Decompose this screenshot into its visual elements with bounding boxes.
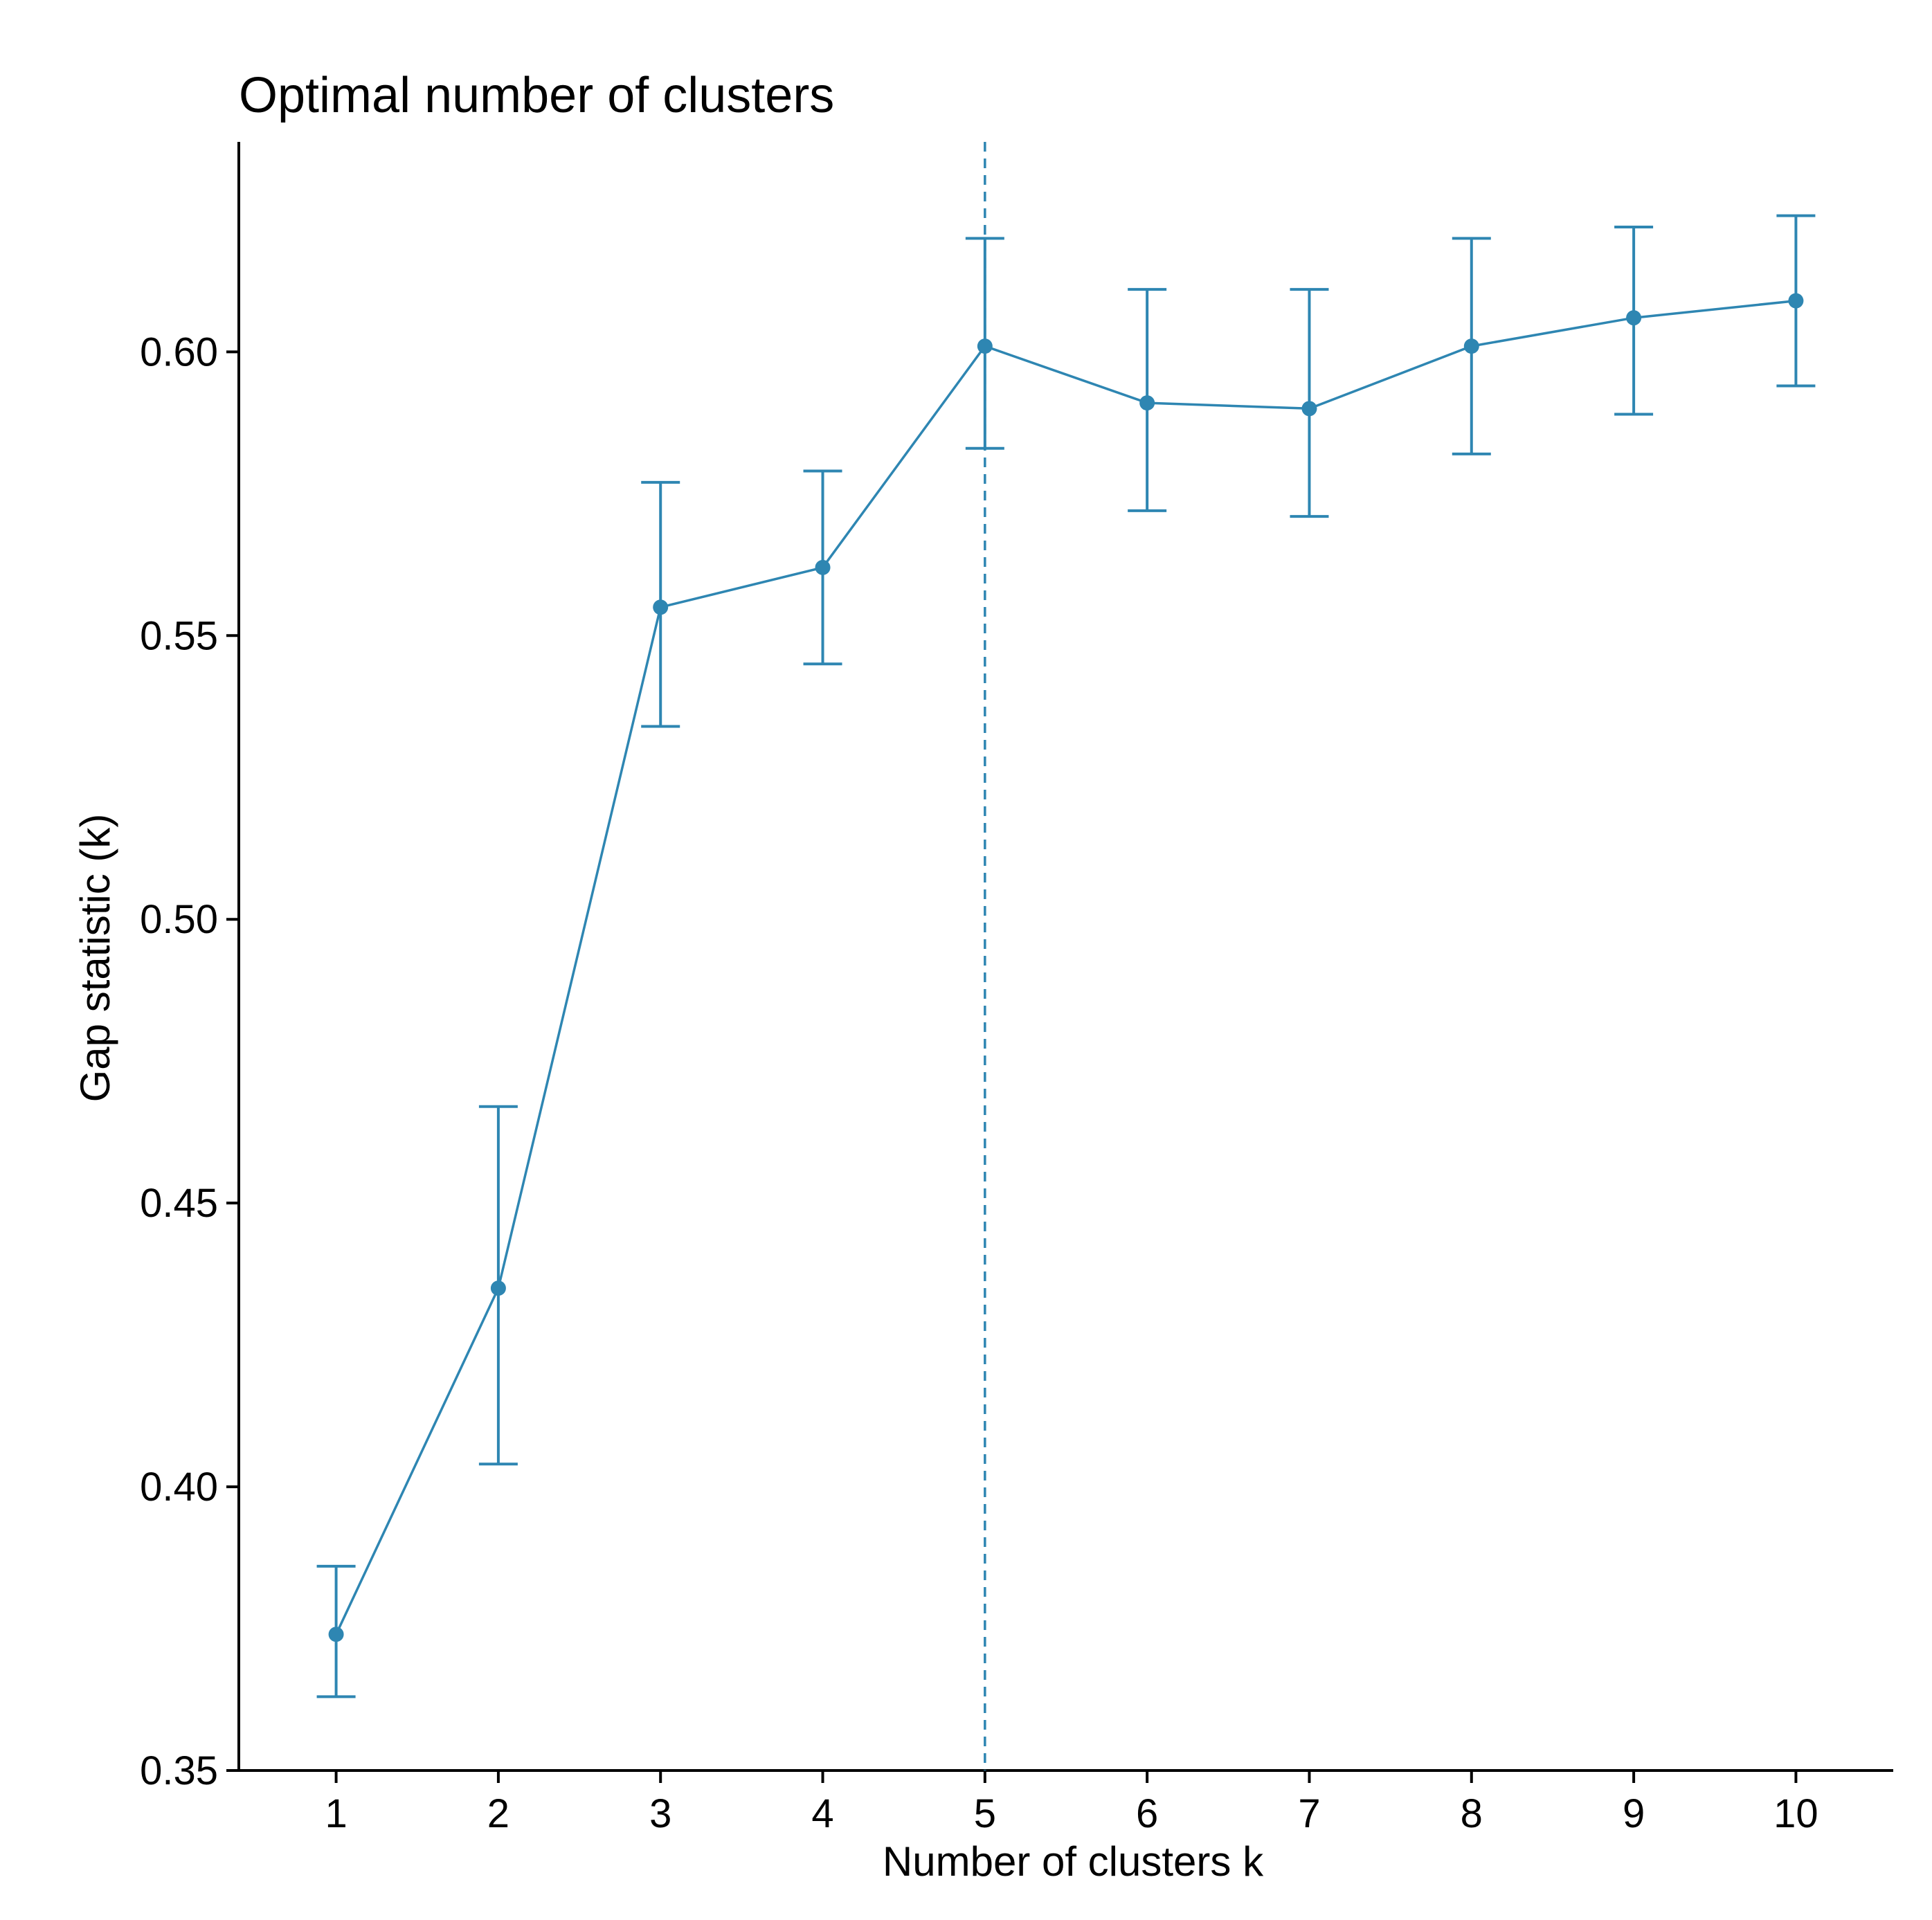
y-tick-label: 0.45 xyxy=(140,1181,218,1226)
y-tick-label: 0.60 xyxy=(140,329,218,374)
x-tick-label: 7 xyxy=(1298,1791,1320,1836)
data-point xyxy=(653,599,669,615)
x-tick-label: 9 xyxy=(1623,1791,1645,1836)
x-axis-title: Number of clusters k xyxy=(883,1838,1264,1885)
x-tick-label: 4 xyxy=(811,1791,833,1836)
y-tick-label: 0.35 xyxy=(140,1748,218,1793)
x-tick-label: 2 xyxy=(487,1791,509,1836)
x-tick-label: 5 xyxy=(974,1791,996,1836)
data-point xyxy=(490,1280,506,1296)
y-axis-title: Gap statistic (k) xyxy=(72,814,118,1103)
data-point xyxy=(815,559,831,575)
data-point xyxy=(1463,338,1479,354)
chart-title: Optimal number of clusters xyxy=(239,68,834,123)
data-point xyxy=(1301,401,1317,417)
data-point xyxy=(1139,395,1155,411)
y-tick-label: 0.40 xyxy=(140,1465,218,1510)
data-point xyxy=(977,338,993,354)
data-point xyxy=(1626,310,1642,326)
series-line xyxy=(335,299,1796,1635)
x-tick-label: 8 xyxy=(1461,1791,1483,1836)
x-tick-label: 10 xyxy=(1773,1791,1818,1836)
y-tick-label: 0.50 xyxy=(140,897,218,942)
y-tick-label: 0.55 xyxy=(140,613,218,658)
data-point xyxy=(328,1627,344,1642)
x-tick-label: 3 xyxy=(649,1791,671,1836)
data-point xyxy=(1788,293,1804,309)
x-tick-label: 6 xyxy=(1136,1791,1158,1836)
plot-area: 0.35 0.40 0.45 0.50 0.55 0.60 1 2 3 4 5 6 7 8 9 10 xyxy=(140,142,1893,1836)
x-tick-label: 1 xyxy=(325,1791,347,1836)
